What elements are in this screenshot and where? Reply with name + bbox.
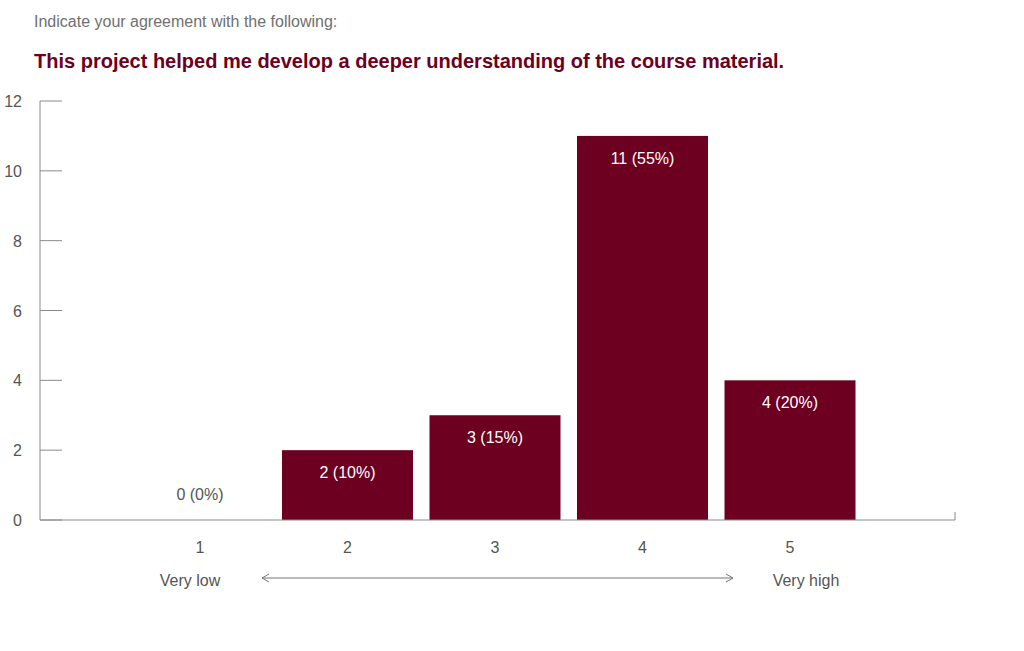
x-tick-label: 4 <box>638 539 647 556</box>
x-tick-label: 5 <box>786 539 795 556</box>
arrow-head <box>726 574 733 582</box>
bar <box>282 450 413 520</box>
data-label: 3 (15%) <box>467 429 523 446</box>
y-tick <box>40 170 62 171</box>
bar <box>725 380 856 520</box>
scale-high-label: Very high <box>773 572 840 589</box>
chart-root: Indicate your agreement with the followi… <box>0 0 1024 651</box>
data-label: 11 (55%) <box>611 150 675 167</box>
x-axis-end-tick <box>955 512 956 520</box>
x-axis-line <box>40 520 955 521</box>
y-tick <box>40 310 62 311</box>
scale-low-label: Very low <box>160 572 221 589</box>
x-tick-label: 3 <box>491 539 500 556</box>
data-label: 0 (0%) <box>176 486 223 503</box>
y-tick-label: 10 <box>4 163 22 180</box>
y-tick-label: 12 <box>4 93 22 110</box>
y-tick-label: 8 <box>13 233 22 250</box>
data-label: 4 (20%) <box>762 394 818 411</box>
y-tick <box>40 380 62 381</box>
y-tick-label: 6 <box>13 303 22 320</box>
bar <box>430 415 561 520</box>
x-tick-label: 2 <box>343 539 352 556</box>
y-tick-label: 0 <box>13 512 22 529</box>
y-tick-label: 2 <box>13 442 22 459</box>
subtitle: Indicate your agreement with the followi… <box>34 13 337 30</box>
y-tick <box>40 450 62 451</box>
y-tick-label: 4 <box>13 372 22 389</box>
y-tick <box>40 240 62 241</box>
arrow-head <box>262 574 269 582</box>
y-tick <box>40 101 62 102</box>
data-label: 2 (10%) <box>319 464 375 481</box>
x-tick-label: 1 <box>196 539 205 556</box>
scale-arrow <box>262 578 733 579</box>
title: This project helped me develop a deeper … <box>34 50 784 72</box>
bars <box>282 136 856 520</box>
bar <box>577 136 708 520</box>
